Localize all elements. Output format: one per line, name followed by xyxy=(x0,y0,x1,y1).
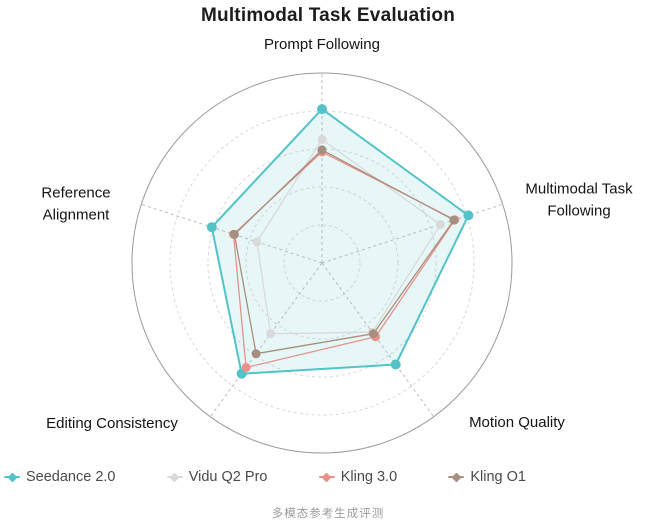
axis-label-prompt-following: Prompt Following xyxy=(264,36,380,54)
series-polygon-0 xyxy=(210,108,470,375)
axis-line xyxy=(141,203,323,264)
axis-label-multimodal-task-following: Multimodal Task Following xyxy=(525,180,633,219)
data-point xyxy=(251,349,261,359)
legend-diamond-icon xyxy=(4,472,20,482)
axis-label-editing-consistency: Editing Consistency xyxy=(46,415,178,433)
data-point xyxy=(317,104,327,115)
legend-diamond-icon xyxy=(448,472,465,482)
data-point xyxy=(252,237,262,247)
legend: Seedance 2.0 Vidu Q2 Pro Kling 3.0 Kling O1 xyxy=(4,469,526,485)
axis-label-motion-quality: Motion Quality xyxy=(469,414,565,432)
data-point xyxy=(241,363,251,372)
data-point xyxy=(390,359,401,370)
grid-ring xyxy=(283,224,361,302)
axis-line xyxy=(209,262,323,418)
data-point xyxy=(317,135,327,144)
legend-item-kling-o1[interactable]: Kling O1 xyxy=(448,469,526,485)
legend-label: Vidu Q2 Pro xyxy=(188,469,268,485)
legend-label: Kling 3.0 xyxy=(340,469,398,485)
legend-diamond-icon xyxy=(318,472,335,482)
chart-title: Multimodal Task Evaluation xyxy=(201,5,455,26)
series-polygon-3 xyxy=(233,149,455,355)
data-point xyxy=(229,230,239,239)
legend-label: Kling O1 xyxy=(470,469,526,485)
grid-ring xyxy=(245,186,399,340)
data-point xyxy=(206,222,217,233)
legend-item-kling-3-0[interactable]: Kling 3.0 xyxy=(318,469,398,485)
data-point xyxy=(435,220,445,229)
legend-item-seedance-2-0[interactable]: Seedance 2.0 xyxy=(4,469,116,485)
axis-line xyxy=(321,262,435,418)
data-point xyxy=(317,145,327,155)
legend-diamond-icon xyxy=(166,472,183,482)
data-point xyxy=(449,215,459,225)
series-polygon-1 xyxy=(256,138,442,335)
data-point xyxy=(368,329,378,339)
data-point xyxy=(266,329,276,339)
axis-label-reference-alignment: Reference Alignment xyxy=(41,184,111,223)
data-point xyxy=(463,210,474,221)
caption: 多模态参考生成评测 xyxy=(271,508,385,520)
grid-ring xyxy=(131,72,513,454)
legend-item-vidu-q2-pro[interactable]: Vidu Q2 Pro xyxy=(166,469,268,485)
legend-label: Seedance 2.0 xyxy=(26,469,116,485)
